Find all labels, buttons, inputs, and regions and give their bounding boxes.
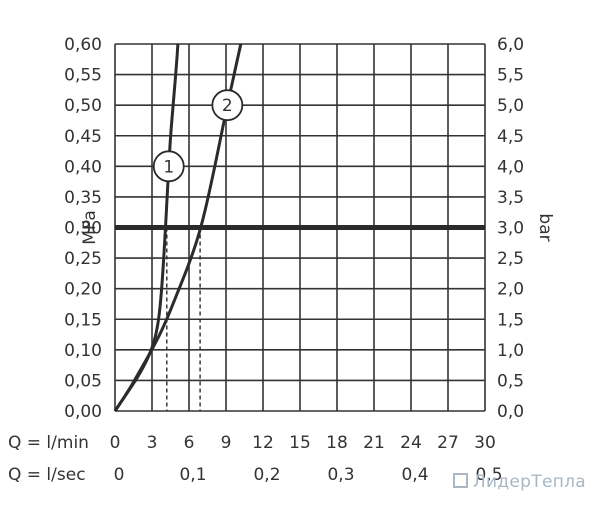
x-axis-lsec-title: Q = l/sec bbox=[8, 465, 86, 485]
x-axis-lsec-tick-label: 0,2 bbox=[253, 465, 280, 485]
x-axis-lsec-tick-label: 0,1 bbox=[179, 465, 206, 485]
x-axis-lsec-tick-label: 0,4 bbox=[401, 465, 428, 485]
right-axis-tick-label: 4,0 bbox=[497, 157, 524, 177]
right-axis-tick-label: 5,0 bbox=[497, 96, 524, 116]
series-callout-label-1: 1 bbox=[163, 157, 174, 177]
watermark: ЛидерТепла bbox=[452, 472, 586, 492]
x-axis-lmin-tick-label: 9 bbox=[221, 433, 232, 453]
x-axis-lmin-tick-label: 0 bbox=[110, 433, 121, 453]
series-callout-circle-2 bbox=[211, 89, 244, 122]
x-axis-lmin-tick-label: 27 bbox=[437, 433, 459, 453]
left-axis-tick-label: 0,10 bbox=[64, 341, 102, 361]
right-axis-tick-label: 1,0 bbox=[497, 341, 524, 361]
right-axis-tick-label: 2,0 bbox=[497, 280, 524, 300]
right-axis-tick-label: 2,5 bbox=[497, 249, 524, 269]
left-axis-tick-label: 0,05 bbox=[64, 371, 102, 391]
x-axis-lmin-tick-label: 6 bbox=[184, 433, 195, 453]
x-axis-lmin-tick-label: 3 bbox=[147, 433, 158, 453]
right-axis-title: bar bbox=[535, 213, 555, 241]
right-axis-tick-label: 3,0 bbox=[497, 219, 524, 239]
x-axis-lmin-title: Q = l/min bbox=[8, 433, 89, 453]
watermark-text: ЛидерТепла bbox=[472, 472, 586, 492]
left-axis-tick-label: 0,30 bbox=[64, 219, 102, 239]
right-axis-tick-label: 3,5 bbox=[497, 188, 524, 208]
left-axis-tick-label: 0,60 bbox=[64, 35, 102, 55]
x-axis-lsec-tick-label: 0 bbox=[114, 465, 125, 485]
right-axis-tick-label: 5,5 bbox=[497, 66, 524, 86]
x-axis-lmin-tick-label: 24 bbox=[400, 433, 422, 453]
right-axis-tick-label: 1,5 bbox=[497, 310, 524, 330]
left-axis-tick-label: 0,00 bbox=[64, 402, 102, 422]
x-axis-lmin-tick-label: 21 bbox=[363, 433, 385, 453]
left-axis-tick-label: 0,20 bbox=[64, 280, 102, 300]
right-axis-tick-label: 0,0 bbox=[497, 402, 524, 422]
left-axis-tick-label: 0,15 bbox=[64, 310, 102, 330]
left-axis-tick-label: 0,35 bbox=[64, 188, 102, 208]
series-callout-circle-1 bbox=[152, 150, 185, 183]
x-axis-lsec-tick-label: 0,3 bbox=[327, 465, 354, 485]
x-axis-lmin-tick-label: 12 bbox=[252, 433, 274, 453]
x-axis-lmin-tick-label: 18 bbox=[326, 433, 348, 453]
x-axis-lsec-tick-label: 0,5 bbox=[475, 465, 502, 485]
x-axis-lmin-tick-label: 15 bbox=[289, 433, 311, 453]
left-axis-tick-label: 0,55 bbox=[64, 66, 102, 86]
left-axis-tick-label: 0,45 bbox=[64, 127, 102, 147]
right-axis-tick-label: 6,0 bbox=[497, 35, 524, 55]
series-callout-label-2: 2 bbox=[222, 96, 233, 116]
left-axis-tick-label: 0,50 bbox=[64, 96, 102, 116]
watermark-logo-icon bbox=[452, 473, 468, 488]
left-axis-title: MPa bbox=[80, 210, 100, 245]
left-axis-tick-label: 0,40 bbox=[64, 157, 102, 177]
series-line-2 bbox=[113, 43, 243, 412]
right-axis-tick-label: 0,5 bbox=[497, 371, 524, 391]
right-axis-tick-label: 4,5 bbox=[497, 127, 524, 147]
left-axis-tick-label: 0,25 bbox=[64, 249, 102, 269]
x-axis-lmin-tick-label: 30 bbox=[474, 433, 496, 453]
